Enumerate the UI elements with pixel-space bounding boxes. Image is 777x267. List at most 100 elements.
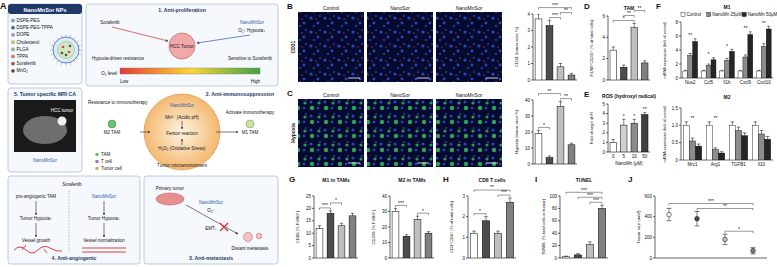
tick bbox=[606, 142, 608, 143]
legend-swatch bbox=[95, 153, 99, 157]
chart: 012345EROS (hydroxyl radical)Fold change… bbox=[584, 90, 656, 166]
category-label: Il1b bbox=[723, 80, 731, 85]
diagram-label: O₂ level bbox=[101, 71, 117, 76]
panel-letter: I bbox=[535, 175, 537, 184]
category-label: Ccl5 bbox=[704, 80, 713, 85]
np-cargo bbox=[65, 54, 68, 57]
tick-label: 0 bbox=[602, 78, 605, 83]
bar bbox=[701, 71, 706, 78]
error-bar bbox=[622, 119, 625, 125]
legend-label: TPPA bbox=[17, 54, 28, 59]
diagram-label: NanoMnSor bbox=[199, 200, 224, 205]
scale-bar bbox=[417, 78, 429, 79]
marks bbox=[610, 113, 648, 152]
tick-label: 3 bbox=[462, 194, 465, 199]
diagram-label: NanoMnSor bbox=[240, 20, 265, 25]
tick-label: 6 bbox=[602, 14, 605, 19]
tick-label: 1.5 bbox=[672, 106, 679, 111]
bar bbox=[735, 131, 741, 160]
tick-label: 1.0 bbox=[672, 123, 679, 128]
error-bar bbox=[394, 208, 397, 211]
title: NanoMnSor NPs bbox=[23, 7, 66, 13]
error-bar bbox=[689, 54, 692, 56]
tick-label: 8 bbox=[675, 20, 678, 25]
chart: 02468FM1mRNA expression (fold of control… bbox=[656, 2, 777, 85]
panel-letter: F bbox=[656, 2, 661, 11]
category-label: 50 bbox=[642, 154, 648, 159]
tick bbox=[679, 36, 681, 37]
y-axis bbox=[681, 108, 682, 160]
legend-swatch bbox=[707, 13, 711, 17]
tick bbox=[606, 113, 608, 114]
axis-title: Fold change of FI bbox=[589, 112, 594, 145]
tick-label: 0 bbox=[527, 78, 530, 83]
scale-bar bbox=[486, 163, 498, 164]
marks bbox=[683, 122, 770, 160]
section-box bbox=[8, 88, 82, 172]
tick bbox=[531, 63, 533, 64]
bar bbox=[641, 63, 648, 80]
tick bbox=[312, 258, 314, 259]
error-bar bbox=[588, 242, 592, 244]
tick-label: 2 bbox=[527, 45, 530, 50]
axis-title: F4/80⁺CD45⁺ (% of total cells) bbox=[589, 19, 594, 76]
error-bar bbox=[329, 211, 332, 213]
y-axis bbox=[314, 196, 315, 258]
diagram-label: Sorafenib bbox=[100, 20, 120, 25]
bar bbox=[738, 71, 743, 78]
error-bar bbox=[612, 47, 615, 50]
category-label: TGFB1 bbox=[731, 162, 746, 167]
bar bbox=[403, 236, 410, 258]
error-bar bbox=[684, 70, 687, 72]
chart-title: M2 in TAMs bbox=[398, 177, 426, 183]
marks bbox=[610, 23, 648, 80]
error-bar bbox=[691, 138, 695, 141]
tick bbox=[653, 237, 655, 238]
chart: 00.51.01.5M2mRNA expression (fold of con… bbox=[663, 94, 773, 167]
axis-title: CD86 (% F4/80⁺) bbox=[295, 210, 300, 243]
diagram-label: Activate immunotherapy bbox=[226, 110, 275, 115]
tick bbox=[606, 58, 608, 59]
metastasis bbox=[256, 233, 262, 239]
o2-bar bbox=[120, 68, 260, 74]
axis-title: TUNEL (% total cells in tumor) bbox=[541, 198, 546, 255]
diagram-label: Distant metastasis bbox=[232, 246, 270, 251]
arrow bbox=[186, 205, 238, 234]
error-bar bbox=[340, 223, 343, 225]
error-bar bbox=[537, 14, 540, 19]
tick bbox=[531, 47, 533, 48]
arrow bbox=[36, 223, 37, 237]
bar bbox=[470, 233, 477, 258]
arrow bbox=[197, 35, 250, 43]
np-cargo bbox=[62, 46, 65, 49]
bar bbox=[696, 146, 702, 160]
significance: *** bbox=[587, 192, 593, 198]
tick-label: 0 bbox=[675, 76, 678, 81]
tick bbox=[653, 216, 655, 217]
legend-label: DSPE-PEG bbox=[17, 18, 41, 23]
error-bar bbox=[714, 148, 718, 150]
error-bar bbox=[570, 143, 573, 145]
bar bbox=[392, 212, 399, 259]
legend-swatch bbox=[11, 55, 14, 58]
significance: ** bbox=[723, 203, 727, 209]
bar bbox=[766, 29, 771, 78]
error-bar bbox=[757, 70, 760, 72]
np-spike bbox=[50, 50, 53, 51]
chart: 01234CD31 (tumor area %)******** bbox=[514, 2, 577, 83]
error-bar bbox=[707, 64, 710, 65]
tick bbox=[531, 100, 533, 101]
error-bar bbox=[643, 61, 646, 63]
tick-label: 20 bbox=[552, 243, 558, 248]
tick bbox=[558, 208, 560, 209]
diagram-label: Tumor cell bbox=[101, 166, 122, 171]
error-bar bbox=[754, 122, 758, 125]
diagram-label: T cell bbox=[101, 159, 112, 164]
bar bbox=[546, 26, 553, 80]
error-bar bbox=[720, 152, 724, 153]
error-bar bbox=[726, 58, 729, 60]
diagram-label: NanoMnSor bbox=[92, 194, 117, 199]
panel-letter: J bbox=[628, 175, 632, 184]
error-bar bbox=[600, 205, 604, 208]
error-bar bbox=[570, 73, 573, 75]
